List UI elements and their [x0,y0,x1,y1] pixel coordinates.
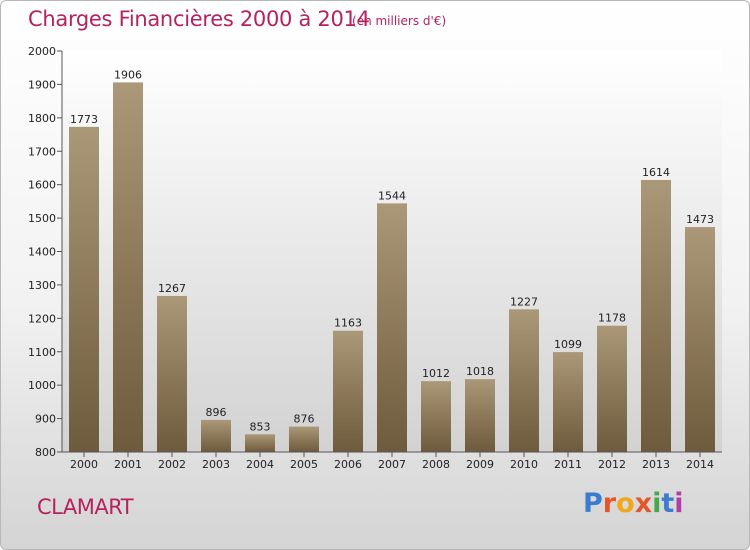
x-tick-label-2010: 2010 [510,458,538,471]
value-label-2011: 1099 [554,338,582,351]
bar-2001 [113,82,143,452]
bar-2012 [597,325,627,452]
bar-2004 [245,434,275,452]
logo-letter: r [602,488,617,519]
x-tick-label-2002: 2002 [158,458,186,471]
y-tick-label: 1400 [28,246,56,259]
y-tick-label: 1800 [28,112,56,125]
y-tick-label: 1100 [28,346,56,359]
x-tick-label-2011: 2011 [554,458,582,471]
value-label-2010: 1227 [510,295,538,308]
bar-2008 [421,381,451,452]
value-label-2012: 1178 [598,312,626,325]
y-tick-label: 1000 [28,379,56,392]
logo-letter: x [634,488,653,519]
y-tick-label: 800 [35,446,56,459]
value-label-2004: 853 [250,420,271,433]
value-label-2008: 1012 [422,367,450,380]
value-label-2001: 1906 [114,68,142,81]
bar-2002 [157,295,187,452]
bar-2010 [509,309,539,452]
value-label-2007: 1544 [378,189,406,202]
x-tick-label-2013: 2013 [642,458,670,471]
bar-2009 [465,379,495,452]
x-tick-label-2001: 2001 [114,458,142,471]
logo-letter: t [661,488,675,519]
y-axis: 800 900 1000 1100 1200 1300 1400 1500 1600 1700 18… [28,45,63,459]
x-tick-label-2005: 2005 [290,458,318,471]
chart-unit: (en milliers d'€) [352,14,447,28]
proxiti-logo: Proxiti [583,488,684,519]
y-tick-label: 1200 [28,312,56,325]
y-tick-label: 1300 [28,279,56,292]
value-label-2013: 1614 [642,166,670,179]
x-tick-label-2004: 2004 [246,458,274,471]
x-tick-label-2006: 2006 [334,458,362,471]
city-name: CLAMART [37,495,134,519]
y-tick-label: 1900 [28,78,56,91]
x-tick-label-2007: 2007 [378,458,406,471]
bar-2011 [553,352,583,452]
logo-letter: i [674,488,684,519]
logo-letter: o [616,488,635,519]
bars [69,82,715,452]
x-tick-label-2000: 2000 [70,458,98,471]
y-tick-label: 900 [35,413,56,426]
bar-2014 [685,227,715,452]
bar-2000 [69,126,99,452]
x-tick-label-2012: 2012 [598,458,626,471]
y-tick-label: 1600 [28,179,56,192]
x-tick-label-2008: 2008 [422,458,450,471]
bar-2003 [201,419,231,452]
bar-2006 [333,330,363,452]
value-label-2014: 1473 [686,213,714,226]
y-tick-label: 1700 [28,145,56,158]
chart-title: Charges Financières 2000 à 2014 [28,7,370,31]
y-tick-label: 1500 [28,212,56,225]
value-label-2003: 896 [206,406,227,419]
logo-letter: i [652,488,662,519]
x-tick-label-2009: 2009 [466,458,494,471]
value-label-2009: 1018 [466,365,494,378]
x-tick-label-2003: 2003 [202,458,230,471]
bar-2007 [377,203,407,452]
bar-2005 [289,426,319,452]
value-label-2000: 1773 [70,113,98,126]
logo-letter: P [583,488,603,519]
value-label-2002: 1267 [158,282,186,295]
value-label-2006: 1163 [334,317,362,330]
bar-2013 [641,179,671,452]
y-tick-label: 2000 [28,45,56,58]
x-axis: 2000 2001 2002 2003 2004 2005 2006 2007 2008 2009… [62,451,722,471]
value-labels: 1773 1906 1267 896 853 876 1163 1544 1012 1018 122… [70,68,714,433]
value-label-2005: 876 [294,413,315,426]
x-tick-label-2014: 2014 [686,458,714,471]
